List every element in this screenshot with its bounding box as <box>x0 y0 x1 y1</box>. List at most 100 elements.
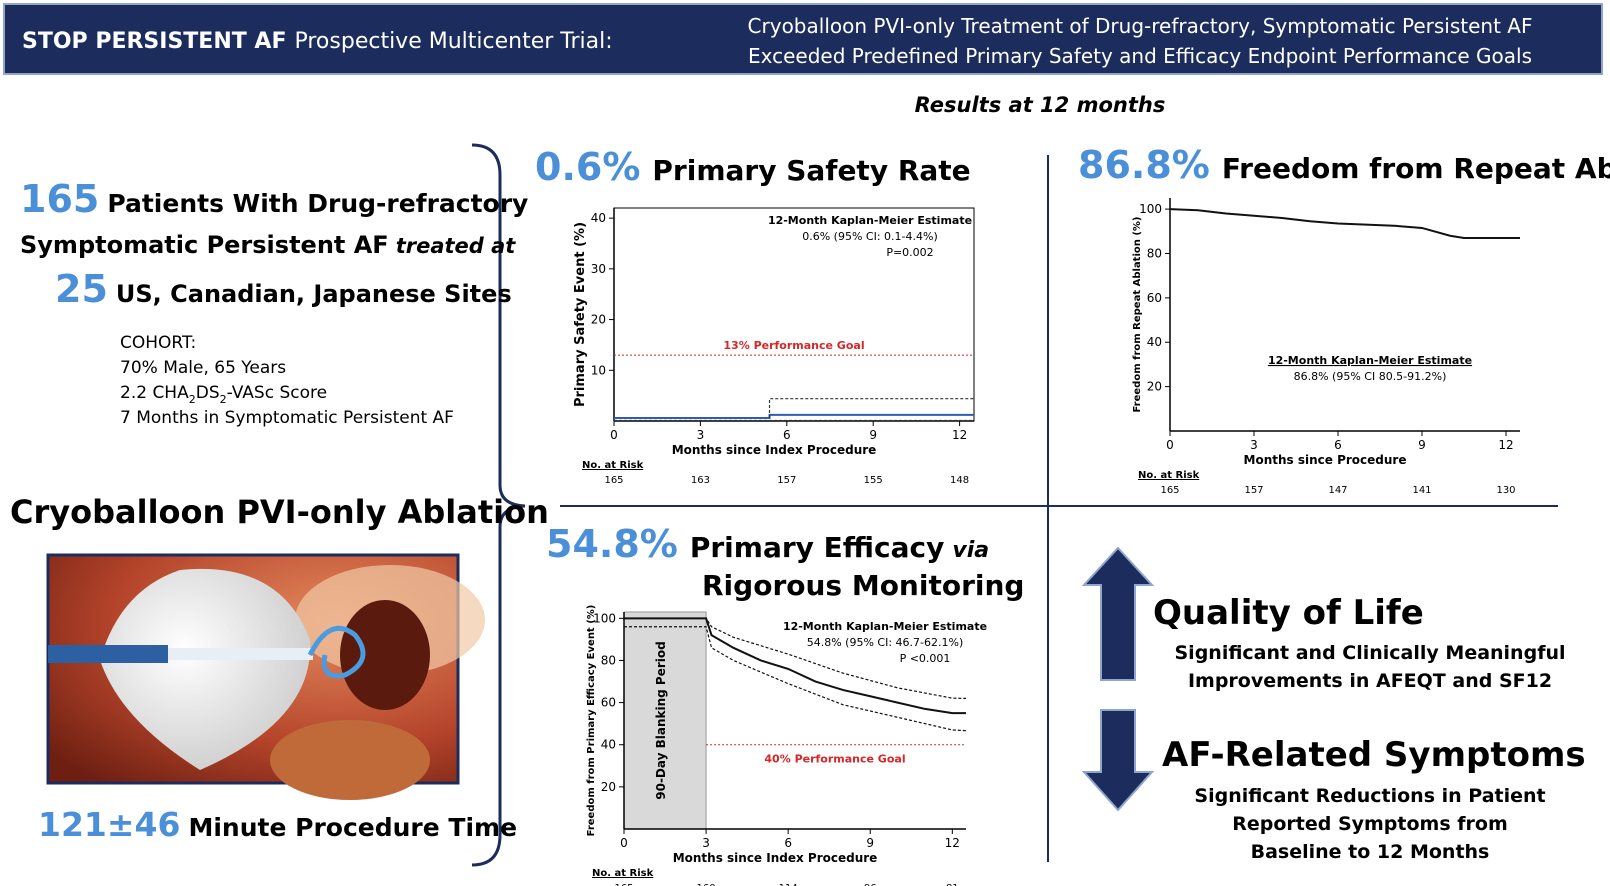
arrow-down <box>1081 709 1155 812</box>
y-tick-label: 80 <box>1147 246 1162 260</box>
patients-line: Symptomatic Persistent AF treated at <box>20 231 516 259</box>
y-tick-label: 40 <box>591 211 606 225</box>
x-axis-label: Months since Index Procedure <box>673 851 878 865</box>
patients-line: 165 Patients With Drug-refractory <box>20 177 528 221</box>
bracket <box>471 143 526 867</box>
cohort-line: 7 Months in Symptomatic Persistent AF <box>120 408 454 428</box>
y-axis-label: Freedom from Repeat Ablation (%) <box>1132 216 1143 412</box>
y-tick-label: 60 <box>601 696 616 710</box>
y-tick-label: 30 <box>591 262 606 276</box>
headline-italic: via <box>952 538 989 563</box>
x-tick-label: 0 <box>620 836 628 850</box>
annotation: P <0.001 <box>900 652 951 665</box>
y-tick-label: 60 <box>1147 291 1162 305</box>
x-tick-label: 6 <box>784 836 792 850</box>
headline-value: 86.8% <box>1078 143 1210 187</box>
headline-value: 54.8% <box>546 522 678 566</box>
y-tick-label: 100 <box>593 611 616 625</box>
annotation: 86.8% (95% CI 80.5-91.2%) <box>1294 370 1447 383</box>
y-tick-label: 20 <box>591 313 606 327</box>
cohort-line: 70% Male, 65 Years <box>120 358 286 378</box>
risk-value: 165 <box>614 883 633 886</box>
headline-value: 0.6% <box>535 145 640 189</box>
procedure-title: Cryoballoon PVI-only Ablation <box>10 493 549 531</box>
subtitle: Results at 12 months <box>915 93 1166 117</box>
km-curve <box>768 398 974 418</box>
annotation: 0.6% (95% CI: 0.1-4.4%) <box>802 230 938 243</box>
header-box <box>3 3 1603 75</box>
x-tick-label: 9 <box>869 428 877 442</box>
risk-value: 157 <box>777 475 796 486</box>
risk-value: 155 <box>864 475 883 486</box>
y-tick-label: 100 <box>1139 202 1162 216</box>
x-tick-label: 3 <box>697 428 705 442</box>
annotation: 12-Month Kaplan-Meier Estimate <box>1268 354 1472 367</box>
risk-value: 141 <box>1412 485 1431 496</box>
goal-label: 40% Performance Goal <box>764 753 905 766</box>
y-axis-label: Primary Safety Event (%) <box>573 222 588 407</box>
risk-value: 114 <box>779 883 798 886</box>
km-curve <box>624 626 967 732</box>
chart-headline: 0.6% Primary Safety Rate <box>535 145 971 189</box>
x-tick-label: 0 <box>1166 438 1174 452</box>
header-title: STOP PERSISTENT AF Prospective Multicente… <box>22 29 613 54</box>
header-rest: Prospective Multicenter Trial: <box>294 29 612 54</box>
risk-label: No. at Risk <box>592 868 654 879</box>
x-tick-label: 12 <box>1498 438 1513 452</box>
cohort-sub: 2 <box>220 393 227 406</box>
headline-text: Primary Efficacy <box>690 531 945 564</box>
cohort-sub: 2 <box>189 393 196 406</box>
shade-region <box>623 611 707 830</box>
cohort-part: -VASc Score <box>227 383 327 403</box>
risk-label: No. at Risk <box>582 460 644 471</box>
chart-headline: 86.8% Freedom from Repeat Ablation <box>1078 143 1610 187</box>
catheter-image <box>46 553 485 800</box>
annotation: P=0.002 <box>886 246 933 259</box>
cohort-part: 2.2 CHA <box>120 383 189 403</box>
x-tick-label: 6 <box>783 428 791 442</box>
x-axis-label: Months since Procedure <box>1244 453 1407 467</box>
x-axis-label: Months since Index Procedure <box>672 443 877 457</box>
symptoms-line: Reported Symptoms from <box>1232 813 1508 835</box>
y-tick-label: 20 <box>601 780 616 794</box>
km-curve <box>614 413 974 419</box>
symptoms-line: Significant Reductions in Patient <box>1194 785 1545 807</box>
y-tick-label: 10 <box>591 363 606 377</box>
cohort-line: 2.2 CHA2DS2-VASc Score <box>120 383 327 406</box>
patients-line2: Symptomatic Persistent AF <box>20 231 389 259</box>
x-tick-label: 9 <box>1418 438 1426 452</box>
quality-line: Significant and Clinically Meaningful <box>1175 642 1566 664</box>
y-tick-label: 80 <box>601 653 616 667</box>
cohort-part: DS <box>196 383 220 403</box>
risk-value: 163 <box>691 475 710 486</box>
risk-value: 160 <box>697 883 716 886</box>
x-tick-label: 0 <box>610 428 618 442</box>
risk-value: 148 <box>950 475 969 486</box>
sites-number: 25 <box>55 267 108 311</box>
patients-number: 165 <box>20 177 99 221</box>
quality-title: Quality of Life <box>1153 593 1424 633</box>
cohort-title: COHORT: <box>120 333 196 353</box>
header-line: Exceeded Predefined Primary Safety and E… <box>748 44 1532 68</box>
risk-label: No. at Risk <box>1138 470 1200 481</box>
header-line: Cryoballoon PVI-only Treatment of Drug-r… <box>748 14 1533 38</box>
y-tick-label: 40 <box>1147 335 1162 349</box>
headline-text: Primary Safety Rate <box>652 154 970 187</box>
sites-text: US, Canadian, Japanese Sites <box>116 280 512 308</box>
x-tick-label: 12 <box>952 428 967 442</box>
x-tick-label: 12 <box>945 836 960 850</box>
goal-label: 13% Performance Goal <box>723 339 864 352</box>
time-line: 121±46 Minute Procedure Time <box>38 805 517 844</box>
annotation: 54.8% (95% CI: 46.7-62.1%) <box>807 636 964 649</box>
chart-headline: 54.8% Primary Efficacy via <box>546 522 989 566</box>
headline-text: Freedom from Repeat Ablation <box>1222 152 1610 185</box>
risk-value: 130 <box>1496 485 1515 496</box>
y-axis-label: Freedom from Primary Efficacy Event (%) <box>586 605 597 837</box>
arrow-up <box>1081 546 1155 681</box>
x-tick-label: 9 <box>866 836 874 850</box>
risk-value: 96 <box>864 883 877 886</box>
risk-value: 165 <box>604 475 623 486</box>
symptoms-title: AF-Related Symptoms <box>1162 735 1586 775</box>
time-number: 121±46 <box>38 805 180 844</box>
headline-line2: Rigorous Monitoring <box>702 569 1024 602</box>
